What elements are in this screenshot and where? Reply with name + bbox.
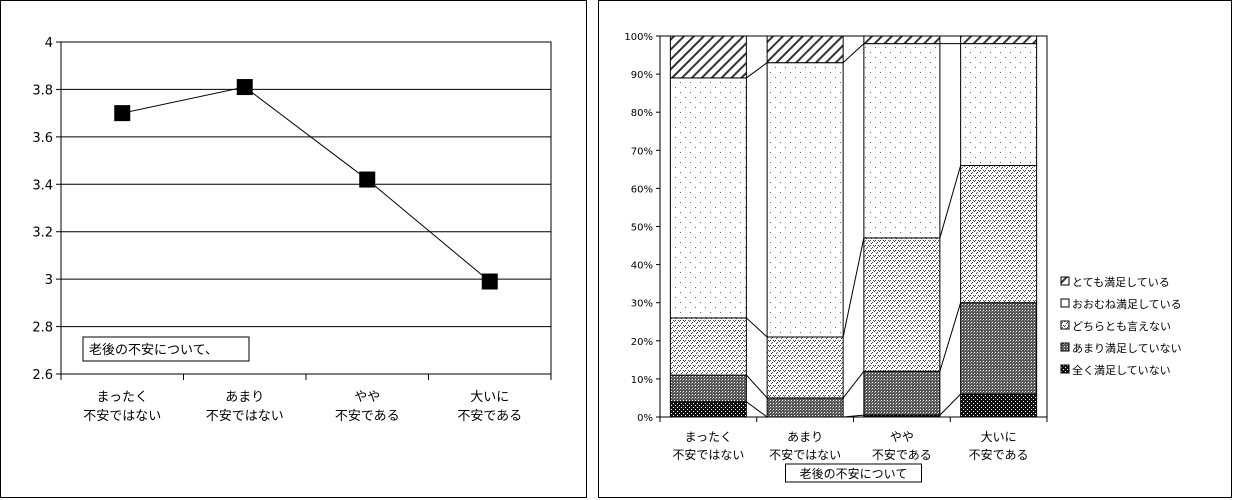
bar-segment: [960, 393, 1038, 418]
x-tick-label: 不安ではない: [672, 447, 744, 462]
legend-label: とても満足している: [1072, 276, 1170, 289]
y-tick-label: 80%: [631, 108, 653, 119]
series-connector: [746, 317, 768, 338]
bar-segment: [669, 35, 747, 79]
bar-segment: [766, 336, 844, 399]
data-point-marker: [481, 273, 498, 290]
legend-swatch: [1060, 320, 1070, 330]
series-connector: [842, 237, 865, 338]
bar-segment: [960, 302, 1038, 395]
y-tick-label: 3.6: [32, 131, 53, 146]
y-tick-label: 2.6: [32, 368, 53, 383]
bar-segment: [766, 397, 844, 418]
bar-segment: [863, 35, 941, 45]
data-point-marker: [359, 171, 376, 188]
y-tick-label: 40%: [631, 261, 653, 272]
y-tick-label: 3: [45, 273, 53, 288]
x-tick-label: 不安である: [872, 447, 932, 462]
x-axis-title: 老後の不安について: [800, 466, 908, 481]
series-connector: [746, 401, 768, 418]
bar-segment: [766, 35, 844, 64]
x-tick-label: やや: [354, 390, 380, 405]
y-tick-label: 70%: [631, 146, 653, 157]
legend-swatch: [1060, 364, 1070, 374]
bar-segment: [669, 374, 747, 403]
x-tick-label: あまり: [787, 430, 823, 444]
bar-segment: [766, 62, 844, 338]
y-tick-label: 0%: [637, 413, 653, 424]
legend-label: おおむね満足している: [1072, 298, 1182, 311]
y-tick-label: 60%: [631, 184, 653, 195]
bar-segment: [960, 43, 1038, 167]
bar-segment: [863, 370, 941, 416]
legend-swatch: [1060, 298, 1070, 308]
bar-segment: [863, 237, 941, 372]
bar-segment: [669, 401, 747, 418]
bar-segment: [960, 35, 1038, 45]
bar-segment: [960, 165, 1038, 304]
y-tick-label: 90%: [631, 70, 653, 81]
y-tick-label: 4: [45, 36, 53, 51]
y-tick-label: 30%: [631, 299, 653, 310]
annotation-box: [82, 336, 250, 362]
x-tick-label: 不安である: [457, 409, 522, 424]
series-connector: [939, 165, 962, 239]
legend-swatch: [1060, 276, 1070, 286]
series-connector: [843, 414, 864, 418]
y-tick-label: 50%: [631, 223, 653, 234]
series-connector: [939, 393, 961, 416]
y-tick-label: 3.4: [32, 178, 53, 193]
series-connector: [746, 62, 768, 79]
data-point-marker: [114, 105, 131, 122]
legend-label: あまり満足していない: [1072, 342, 1182, 355]
series-connector: [842, 43, 865, 64]
y-tick-label: 10%: [631, 375, 653, 386]
legend-label: 全く満足していない: [1072, 363, 1171, 377]
x-tick-label: あまり: [225, 390, 264, 405]
x-tick-label: 大いに: [981, 430, 1017, 444]
x-axis-title-box: [785, 463, 922, 483]
y-tick-label: 20%: [631, 337, 653, 348]
x-tick-label: やや: [890, 430, 914, 444]
data-point-marker: [236, 79, 253, 96]
x-tick-label: まったく: [685, 430, 733, 444]
x-tick-label: まったく: [97, 390, 148, 405]
bar-segment: [863, 43, 941, 239]
x-tick-label: 不安ではない: [206, 409, 284, 424]
legend-swatch: [1060, 342, 1070, 352]
plot-area: [60, 41, 552, 375]
y-tick-label: 100%: [624, 32, 653, 43]
series-connector: [746, 374, 768, 399]
x-tick-label: 不安である: [335, 409, 400, 424]
stacked-bar-chart: 0% 10% 20% 30% 40% 50% 60% 70% 80% 90% 100% まったく不安で…: [624, 32, 1182, 483]
line-chart: 43.83.63.43.232.82.6まったく不安ではないあまり不安ではないや…: [32, 36, 552, 424]
series-line: [122, 86, 491, 282]
line-chart-panel: 4 3.8 3.6 3.4 3.2 3 2.8 2.6 まったく 不安ではない あまり 不安ではないや…: [0, 0, 587, 498]
series-connector: [842, 370, 865, 399]
series-connector: [939, 302, 962, 372]
x-tick-label: 不安ではない: [769, 447, 841, 462]
annotation-text: 老後の不安について、: [89, 343, 218, 358]
y-tick-label: 3.2: [32, 226, 53, 241]
stacked-bar-chart-panel: 0% 10% 20% 30% 40% 50% 60% 70% 80% 90% 100% まったく不安で…: [598, 0, 1232, 498]
bar-segment: [669, 317, 747, 376]
x-tick-label: 大いに: [470, 390, 509, 405]
legend-label: どちらとも言えない: [1072, 320, 1171, 333]
x-tick-label: 不安ではない: [83, 409, 161, 424]
y-tick-label: 3.8: [32, 83, 53, 98]
y-tick-label: 2.8: [32, 321, 53, 336]
bar-segment: [669, 77, 747, 319]
x-tick-label: 不安である: [969, 447, 1029, 462]
